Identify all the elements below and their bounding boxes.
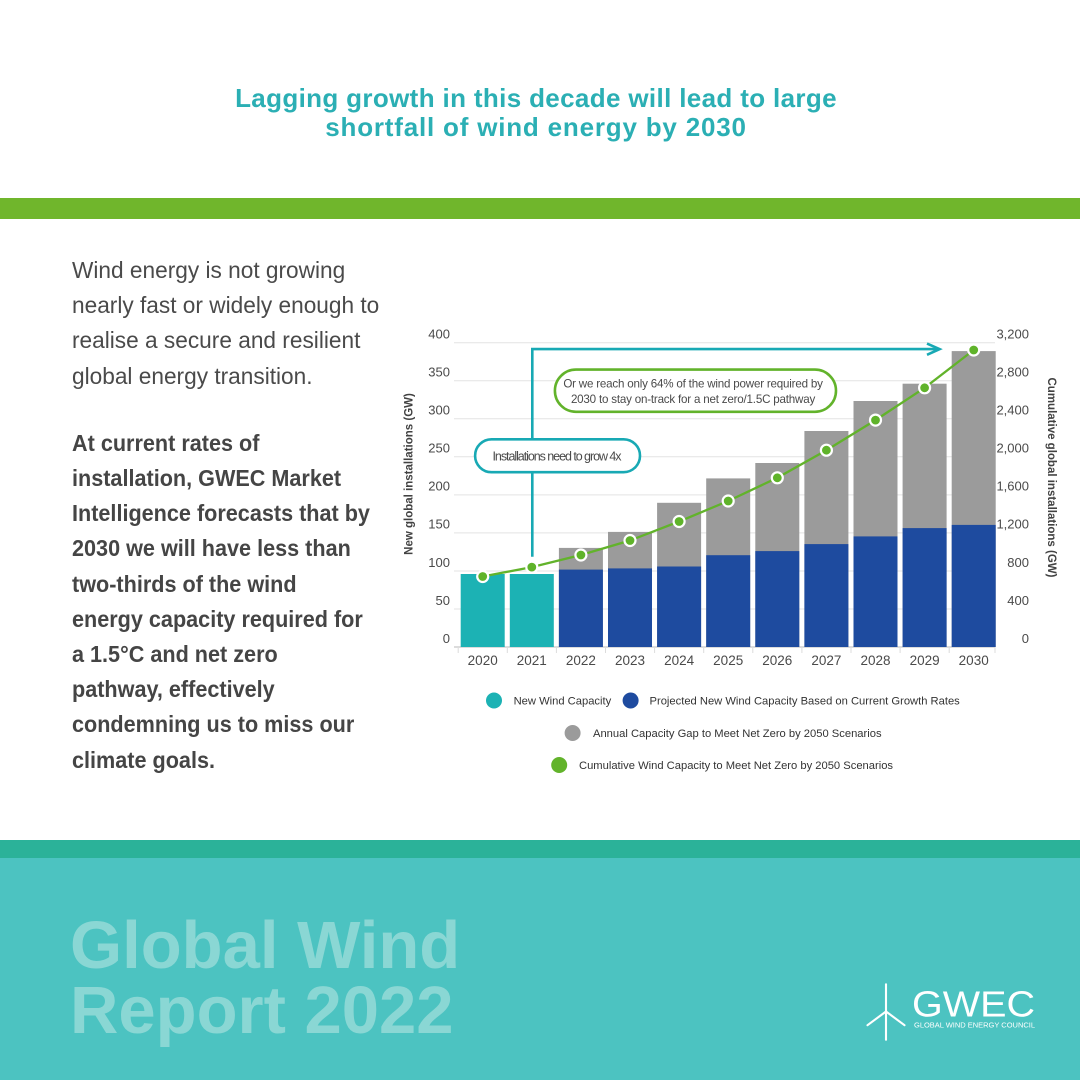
svg-text:1,600: 1,600 bbox=[996, 479, 1029, 494]
svg-text:2026: 2026 bbox=[762, 653, 792, 668]
svg-text:2022: 2022 bbox=[566, 653, 596, 668]
svg-text:Cumulative Wind Capacity to Me: Cumulative Wind Capacity to Meet Net Zer… bbox=[579, 760, 893, 772]
svg-text:2,800: 2,800 bbox=[996, 365, 1029, 380]
svg-text:100: 100 bbox=[428, 555, 450, 570]
svg-text:New Wind Capacity: New Wind Capacity bbox=[514, 696, 612, 708]
svg-text:0: 0 bbox=[443, 631, 450, 646]
svg-text:2023: 2023 bbox=[615, 653, 645, 668]
svg-text:Annual Capacity Gap to Meet Ne: Annual Capacity Gap to Meet Net Zero by … bbox=[593, 728, 882, 740]
svg-text:1,200: 1,200 bbox=[996, 517, 1029, 532]
svg-text:200: 200 bbox=[428, 479, 450, 494]
svg-text:400: 400 bbox=[1007, 593, 1029, 608]
svg-text:New global installations (GW): New global installations (GW) bbox=[404, 393, 416, 555]
svg-text:50: 50 bbox=[436, 593, 450, 608]
svg-text:Cumulative global installation: Cumulative global installations (GW) bbox=[1045, 378, 1057, 578]
svg-text:250: 250 bbox=[428, 441, 450, 456]
svg-text:2,400: 2,400 bbox=[996, 403, 1029, 418]
svg-text:2027: 2027 bbox=[811, 653, 841, 668]
svg-text:2,000: 2,000 bbox=[996, 441, 1029, 456]
svg-text:400: 400 bbox=[428, 327, 450, 342]
svg-text:2030 to stay on-track for a ne: 2030 to stay on-track for a net zero/1.5… bbox=[571, 393, 816, 406]
svg-text:Projected New Wind Capacity Ba: Projected New Wind Capacity Based on Cur… bbox=[650, 696, 961, 708]
svg-text:GWEC: GWEC bbox=[912, 983, 1035, 1024]
svg-text:Or we reach only 64% of the wi: Or we reach only 64% of the wind power r… bbox=[563, 378, 823, 391]
svg-text:2020: 2020 bbox=[468, 653, 498, 668]
svg-text:GLOBAL WIND ENERGY COUNCIL: GLOBAL WIND ENERGY COUNCIL bbox=[914, 1021, 1035, 1030]
svg-text:300: 300 bbox=[428, 403, 450, 418]
svg-text:150: 150 bbox=[428, 517, 450, 532]
svg-text:Installations need to grow 4x: Installations need to grow 4x bbox=[493, 450, 623, 464]
svg-text:3,200: 3,200 bbox=[996, 327, 1029, 342]
svg-text:2024: 2024 bbox=[664, 653, 695, 668]
svg-text:2030: 2030 bbox=[959, 653, 989, 668]
svg-text:2028: 2028 bbox=[860, 653, 890, 668]
svg-text:0: 0 bbox=[1022, 631, 1029, 646]
svg-text:2029: 2029 bbox=[910, 653, 940, 668]
svg-text:800: 800 bbox=[1007, 555, 1029, 570]
svg-text:2025: 2025 bbox=[713, 653, 743, 668]
svg-text:350: 350 bbox=[428, 365, 450, 380]
svg-text:2021: 2021 bbox=[517, 653, 547, 668]
